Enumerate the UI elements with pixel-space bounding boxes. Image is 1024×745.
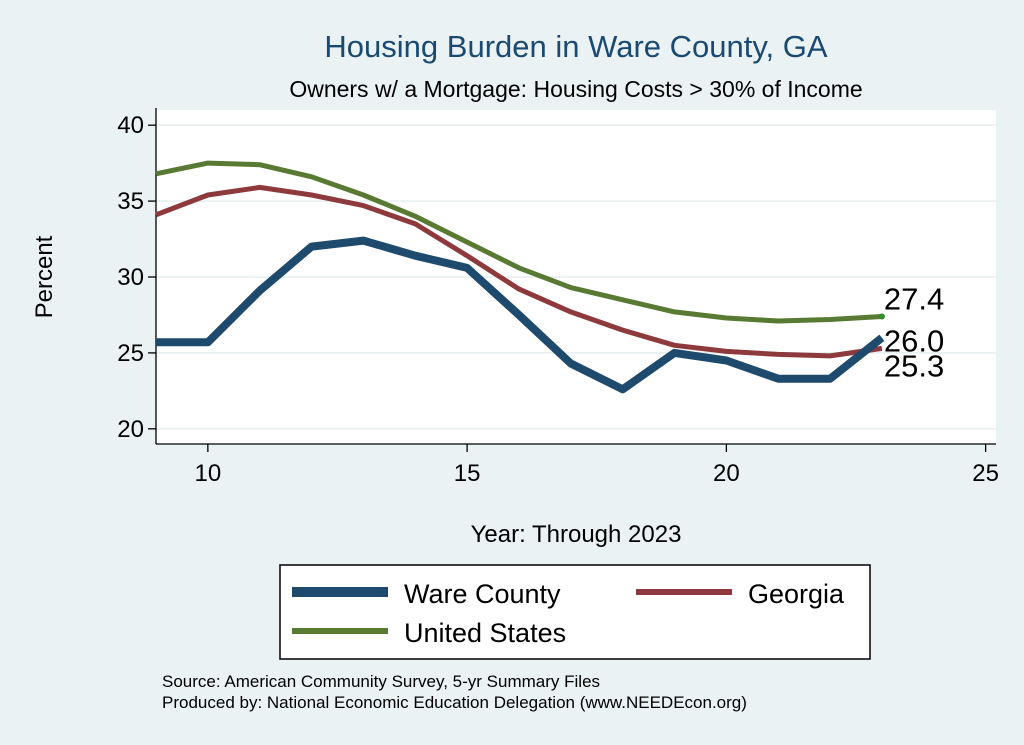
chart-title: Housing Burden in Ware County, GA (324, 29, 827, 64)
legend-label-georgia: Georgia (748, 579, 845, 609)
legend-box (279, 564, 871, 660)
x-tick-label-20: 20 (713, 460, 740, 487)
legend: Ware County Georgia United States (279, 564, 871, 660)
series-layer (155, 160, 885, 394)
series-line-ware-county (156, 236, 885, 394)
y-axis-label: Percent (31, 235, 58, 318)
legend-label-united-states: United States (404, 618, 566, 648)
legend-label-ware-county: Ware County (404, 579, 561, 609)
source-note: Source: American Community Survey, 5-yr … (162, 672, 600, 691)
producer-note: Produced by: National Economic Education… (162, 693, 747, 712)
end-label-ware-county: 26.0 (884, 324, 944, 359)
end-marker-united-states (878, 313, 885, 320)
x-axis-label: Year: Through 2023 (471, 521, 682, 548)
chart-subtitle: Owners w/ a Mortgage: Housing Costs > 30… (289, 76, 862, 102)
end-label-united-states: 27.4 (884, 281, 944, 316)
y-tick-label-25: 25 (117, 340, 144, 367)
end-labels: 26.025.3 27.4 (884, 281, 944, 383)
series-line-georgia (155, 184, 883, 359)
x-tick-label-15: 15 (454, 460, 481, 487)
series-line-united-states (155, 160, 883, 324)
y-tick-label-40: 40 (117, 112, 144, 139)
y-tick-label-20: 20 (117, 416, 144, 443)
y-tick-label-30: 30 (117, 264, 144, 291)
axes: 20 25 30 35 40 10 15 20 25 (117, 108, 999, 487)
x-tick-label-10: 10 (195, 460, 222, 487)
end-label-georgia: 25.3 (884, 348, 944, 383)
x-tick-label-25: 25 (972, 460, 999, 487)
y-tick-label-35: 35 (117, 188, 144, 215)
gridlines (156, 124, 996, 430)
